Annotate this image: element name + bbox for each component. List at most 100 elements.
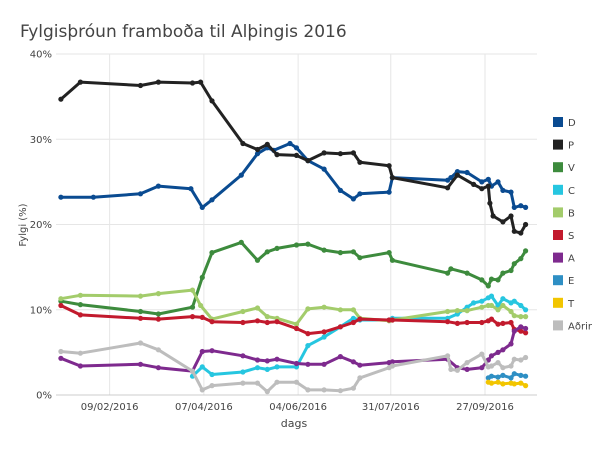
data-point	[389, 317, 395, 323]
data-point	[508, 319, 514, 326]
data-point	[518, 203, 524, 209]
legend-swatch	[553, 117, 563, 127]
data-point	[155, 291, 161, 297]
data-point	[464, 270, 470, 276]
data-point	[454, 172, 460, 178]
data-point	[500, 187, 506, 193]
data-point	[337, 307, 343, 313]
data-point	[500, 302, 506, 309]
data-point	[523, 248, 529, 254]
data-point	[464, 366, 470, 372]
legend-label: B	[568, 208, 575, 219]
data-point	[137, 293, 144, 299]
data-point	[511, 356, 517, 362]
data-point	[479, 304, 485, 310]
data-point	[454, 308, 460, 314]
data-point	[523, 354, 529, 361]
data-point	[337, 324, 343, 330]
data-point	[518, 324, 524, 330]
data-point	[523, 314, 529, 320]
data-point	[240, 308, 246, 315]
data-point	[90, 194, 96, 200]
data-point	[508, 267, 514, 274]
data-point	[189, 304, 196, 310]
data-point	[511, 228, 517, 234]
data-point	[264, 249, 270, 255]
legend-label: V	[568, 163, 575, 174]
data-point	[240, 380, 246, 386]
data-point	[77, 363, 83, 369]
data-point	[240, 369, 246, 375]
data-point	[77, 302, 83, 308]
data-point	[500, 381, 506, 387]
data-point	[508, 375, 514, 381]
data-point	[240, 140, 246, 147]
data-point	[77, 350, 83, 356]
data-point	[479, 179, 485, 185]
data-point	[479, 277, 485, 283]
series-T	[485, 379, 529, 389]
data-point	[389, 257, 395, 263]
data-point	[264, 319, 270, 326]
legend-label: E	[568, 276, 574, 287]
data-point	[508, 189, 514, 195]
data-point	[189, 287, 196, 293]
data-point	[495, 374, 501, 380]
data-point	[264, 141, 270, 147]
data-point	[508, 213, 514, 219]
data-point	[523, 373, 529, 379]
legend-label: S	[568, 231, 574, 242]
data-point	[495, 360, 501, 366]
data-point	[500, 320, 506, 326]
data-point	[305, 158, 311, 164]
series-line	[59, 240, 528, 316]
data-point	[488, 293, 495, 299]
data-point	[155, 183, 161, 189]
y-tick-label: 0%	[36, 391, 52, 402]
legend-swatch	[553, 139, 563, 150]
data-point	[518, 372, 524, 378]
data-point	[357, 375, 363, 381]
series-E	[485, 371, 529, 381]
data-point	[305, 361, 311, 367]
data-point	[209, 383, 215, 389]
y-tick-label: 40%	[30, 50, 52, 61]
data-point	[293, 242, 300, 248]
data-point	[445, 185, 451, 191]
data-point	[58, 348, 64, 355]
data-point	[350, 307, 356, 313]
data-point	[445, 353, 451, 359]
data-point	[189, 80, 196, 86]
data-point	[293, 145, 300, 151]
data-point	[464, 319, 470, 326]
data-point	[448, 366, 454, 372]
data-point	[274, 364, 280, 370]
data-point	[321, 361, 327, 367]
legend-label: P	[568, 141, 574, 152]
data-point	[77, 292, 83, 298]
data-point	[321, 247, 327, 253]
data-point	[305, 241, 311, 247]
data-point	[254, 305, 261, 311]
data-point	[350, 249, 356, 255]
data-point	[357, 159, 363, 165]
data-point	[321, 150, 327, 156]
data-point	[274, 152, 280, 158]
data-point	[445, 319, 451, 325]
data-point	[274, 379, 280, 385]
data-point	[293, 325, 300, 332]
data-point	[337, 354, 343, 360]
data-point	[523, 325, 529, 332]
data-point	[209, 371, 215, 378]
y-tick-label: 30%	[30, 135, 52, 146]
data-point	[488, 353, 495, 359]
data-point	[479, 186, 485, 192]
data-point	[264, 358, 270, 364]
legend-swatch	[553, 230, 563, 240]
data-point	[495, 307, 501, 313]
data-point	[337, 388, 343, 394]
data-point	[389, 363, 395, 369]
series-V	[58, 239, 529, 317]
data-point	[488, 373, 495, 379]
x-tick-label: 04/06/2016	[269, 402, 327, 413]
